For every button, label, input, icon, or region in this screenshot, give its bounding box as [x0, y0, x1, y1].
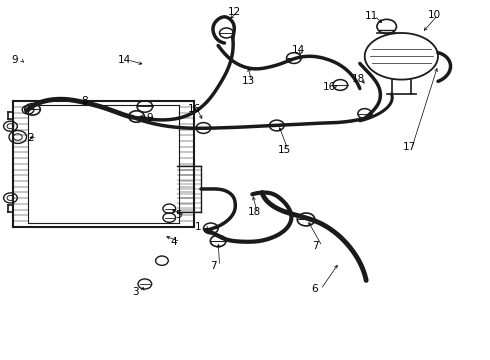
Text: 16: 16: [323, 82, 337, 93]
Text: 11: 11: [365, 11, 378, 21]
Text: 10: 10: [428, 10, 441, 20]
Text: 14: 14: [118, 55, 131, 65]
Text: 12: 12: [228, 7, 241, 17]
Text: 15: 15: [278, 144, 292, 154]
Text: 2: 2: [27, 133, 34, 143]
Text: 3: 3: [133, 287, 139, 297]
Text: 16: 16: [187, 104, 200, 114]
Text: 17: 17: [402, 142, 416, 152]
Text: 13: 13: [242, 76, 255, 86]
Text: 7: 7: [313, 241, 319, 251]
Text: 8: 8: [81, 96, 88, 106]
Text: 18: 18: [351, 74, 365, 84]
Text: 18: 18: [247, 207, 261, 217]
Text: 1: 1: [195, 222, 202, 231]
Text: 7: 7: [210, 261, 217, 271]
Text: 4: 4: [171, 237, 177, 247]
Text: 9: 9: [147, 113, 153, 123]
Text: 6: 6: [311, 284, 318, 294]
Text: 14: 14: [292, 45, 305, 55]
Polygon shape: [365, 33, 438, 80]
Text: 9: 9: [11, 55, 18, 65]
Text: 5: 5: [175, 210, 182, 220]
